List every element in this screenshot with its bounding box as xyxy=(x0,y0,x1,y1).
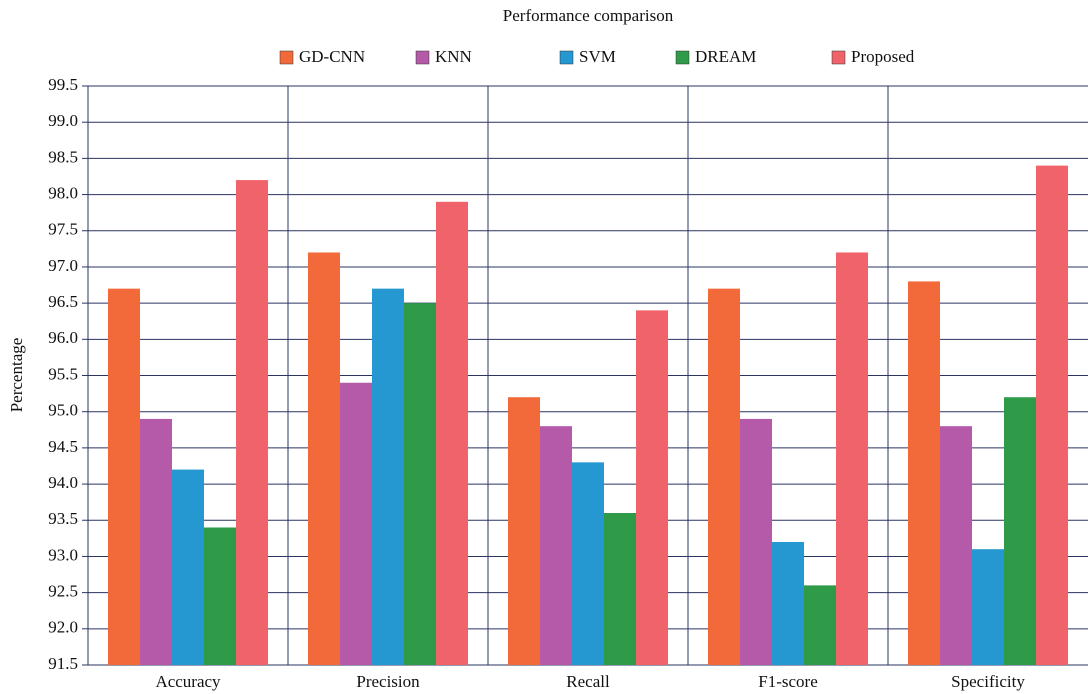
legend-label: Proposed xyxy=(851,47,915,66)
bar xyxy=(1036,165,1068,666)
y-tick-label: 95.5 xyxy=(48,364,78,383)
x-tick-label: Accuracy xyxy=(155,672,221,691)
x-tick-label: Specificity xyxy=(951,672,1025,691)
bar xyxy=(236,180,268,665)
y-tick-label: 99.5 xyxy=(48,75,78,94)
legend-label: SVM xyxy=(579,47,616,66)
bar xyxy=(372,288,404,665)
bar xyxy=(740,418,772,665)
x-tick-label: Precision xyxy=(356,672,420,691)
bar xyxy=(540,426,572,665)
y-axis-label: Percentage xyxy=(7,338,26,413)
bar xyxy=(508,397,540,665)
legend-swatch xyxy=(675,50,690,65)
y-tick-label: 94.5 xyxy=(48,437,78,456)
bar xyxy=(972,549,1004,665)
bar xyxy=(836,252,868,665)
y-tick-label: 94.0 xyxy=(48,473,78,492)
y-tick-label: 93.0 xyxy=(48,545,78,564)
bar xyxy=(572,462,604,665)
bar xyxy=(140,418,172,665)
bar xyxy=(308,252,340,665)
bar xyxy=(108,288,140,665)
legend-swatch xyxy=(559,50,574,65)
legend-label: GD-CNN xyxy=(299,47,365,66)
y-tick-label: 92.5 xyxy=(48,582,78,601)
bar xyxy=(340,382,372,665)
y-tick-label: 96.5 xyxy=(48,292,78,311)
bar xyxy=(940,426,972,665)
y-tick-label: 96.0 xyxy=(48,328,78,347)
bar xyxy=(636,310,668,665)
x-tick-label: Recall xyxy=(566,672,610,691)
legend-swatch xyxy=(831,50,846,65)
bar xyxy=(436,201,468,666)
y-tick-label: 97.0 xyxy=(48,256,78,275)
y-tick-label: 98.0 xyxy=(48,183,78,202)
legend-label: KNN xyxy=(435,47,472,66)
y-tick-label: 97.5 xyxy=(48,220,78,239)
legend-swatch xyxy=(279,50,294,65)
y-tick-label: 91.5 xyxy=(48,654,78,673)
bar xyxy=(404,303,436,665)
bar xyxy=(604,513,636,665)
bar xyxy=(772,541,804,665)
bar xyxy=(804,585,836,665)
y-tick-label: 98.5 xyxy=(48,147,78,166)
y-tick-label: 93.5 xyxy=(48,509,78,528)
bar xyxy=(708,288,740,665)
legend-swatch xyxy=(415,50,430,65)
bar xyxy=(908,281,940,665)
bar xyxy=(1004,397,1036,665)
bar xyxy=(204,527,236,665)
y-tick-label: 95.0 xyxy=(48,401,78,420)
x-tick-label: F1-score xyxy=(758,672,817,691)
y-tick-label: 99.0 xyxy=(48,111,78,130)
chart-title: Performance comparison xyxy=(503,6,674,25)
bar xyxy=(172,469,204,665)
y-tick-label: 92.0 xyxy=(48,618,78,637)
legend-label: DREAM xyxy=(695,47,756,66)
